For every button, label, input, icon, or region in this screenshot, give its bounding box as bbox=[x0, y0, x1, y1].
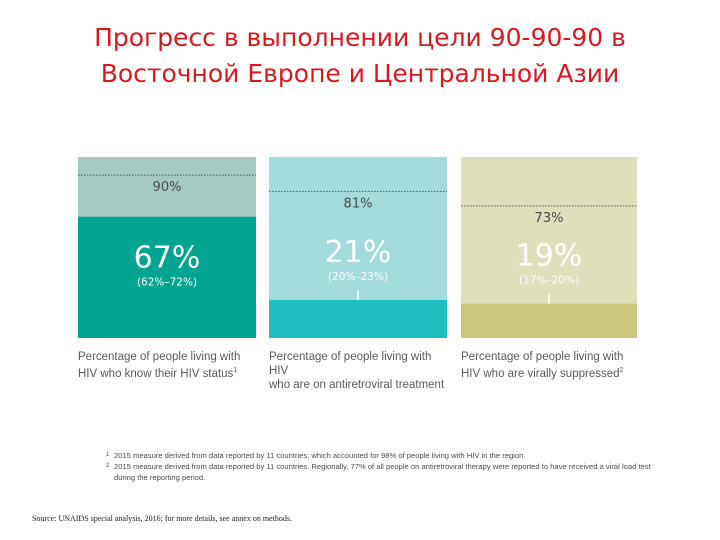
bar-label-2: Percentage of people living with HIV who… bbox=[269, 350, 449, 392]
footnote-2: 2 2015 measure derived from data reporte… bbox=[106, 461, 666, 483]
bar-2-target-label: 81% bbox=[344, 196, 373, 211]
bar-2-range-label: (20%–23%) bbox=[328, 271, 388, 283]
bar-label-3: Percentage of people living with HIV who… bbox=[461, 350, 641, 381]
bar-label-3-line1: Percentage of people living with bbox=[461, 351, 624, 363]
bar-label-3-footnote-mark: 2 bbox=[619, 367, 624, 374]
source-note: Source: UNAIDS special analysis, 2016; f… bbox=[32, 514, 292, 523]
bar-label-3-line2: HIV who are virally suppressed2 bbox=[461, 367, 624, 380]
bar-label-1-line2: HIV who know their HIV status1 bbox=[78, 367, 238, 380]
footnote-2-text: 2015 measure derived from data reported … bbox=[114, 462, 651, 482]
footnote-2-mark: 2 bbox=[106, 463, 110, 469]
bar-1-value bbox=[78, 216, 256, 338]
footnotes: 1 2015 measure derived from data reporte… bbox=[106, 450, 666, 483]
title-line-2: Восточной Европе и Центральной Азии bbox=[100, 59, 620, 88]
footnote-1-mark: 1 bbox=[106, 452, 110, 458]
bar-label-1-line1: Percentage of people living with bbox=[78, 351, 241, 363]
slide-title: Прогресс в выполнении цели 90-90-90 в Во… bbox=[0, 20, 720, 92]
bar-3-value-label: 19% bbox=[516, 239, 583, 274]
bar-3-target-label: 73% bbox=[535, 211, 564, 226]
footnote-1: 1 2015 measure derived from data reporte… bbox=[106, 450, 666, 461]
bar-label-1: Percentage of people living with HIV who… bbox=[78, 350, 258, 381]
bar-label-2-line1: Percentage of people living with HIV bbox=[269, 351, 432, 377]
bar-label-2-line2: who are on antiretroviral treatment bbox=[269, 379, 445, 391]
footnote-1-text: 2015 measure derived from data reported … bbox=[114, 451, 526, 460]
title-line-1: Прогресс в выполнении цели 90-90-90 в bbox=[94, 23, 626, 52]
bar-label-1-footnote-mark: 1 bbox=[233, 367, 238, 374]
bar-1-target-label: 90% bbox=[153, 180, 182, 195]
bar-2-value-label: 21% bbox=[325, 235, 392, 270]
bar-1-value-label: 67% bbox=[134, 241, 201, 276]
bar-2-value bbox=[269, 299, 447, 338]
bar-3-value bbox=[461, 303, 637, 338]
bar-3-range-label: (17%–20%) bbox=[519, 275, 579, 287]
bar-1-range-label: (62%–72%) bbox=[137, 277, 197, 289]
